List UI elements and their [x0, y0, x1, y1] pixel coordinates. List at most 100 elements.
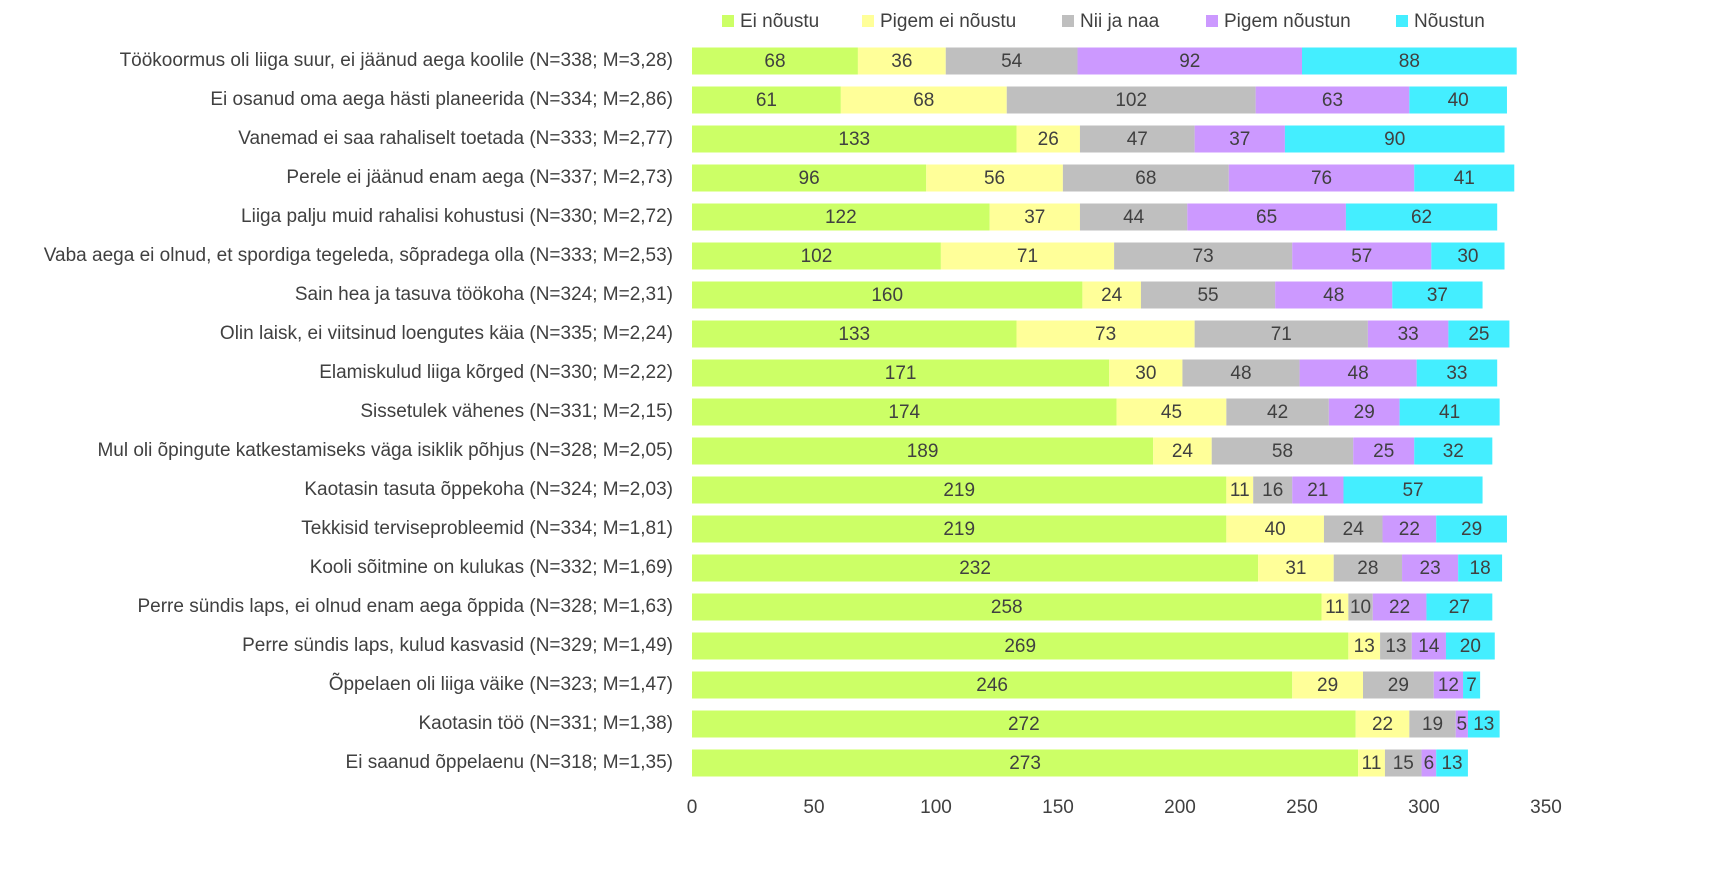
bar-segment: [1255, 86, 1410, 114]
bar-segment: [1467, 710, 1500, 738]
data-label: 29: [1317, 675, 1338, 696]
legend-label: Nii ja naa: [1080, 11, 1160, 32]
data-label: 73: [1193, 246, 1214, 267]
data-label: 57: [1351, 246, 1372, 267]
data-label: 24: [1172, 441, 1194, 462]
data-label: 30: [1135, 363, 1156, 384]
data-label: 14: [1418, 636, 1440, 657]
data-label: 71: [1017, 246, 1038, 267]
legend-label: Pigem ei nõustu: [880, 11, 1016, 32]
x-tick-label: 350: [1530, 797, 1562, 818]
category-label: Kooli sõitmine on kulukas (N=332; M=1,69…: [310, 557, 673, 578]
data-label: 160: [871, 285, 903, 306]
bar-segment: [1445, 632, 1495, 660]
bar-segment: [692, 242, 941, 270]
bar-segment: [1402, 554, 1459, 582]
data-label: 29: [1354, 402, 1375, 423]
bar-segment: [1153, 437, 1212, 465]
bar-segment: [1345, 203, 1498, 231]
data-label: 189: [907, 441, 939, 462]
bar-segment: [1194, 125, 1285, 153]
bar-segment: [1348, 593, 1373, 621]
bar-segment: [1436, 749, 1468, 777]
data-label: 174: [888, 402, 920, 423]
data-label: 48: [1348, 363, 1369, 384]
bar-segment: [1077, 47, 1302, 75]
data-label: 10: [1350, 597, 1371, 618]
bar-segment: [1372, 593, 1427, 621]
bar-segment: [1414, 164, 1515, 192]
bar-segment: [1228, 164, 1415, 192]
data-label: 13: [1385, 636, 1406, 657]
category-label: Mul oli õpingute katkestamiseks väga isi…: [97, 440, 673, 461]
bar-segment: [692, 125, 1017, 153]
bar-segment: [1409, 86, 1507, 114]
data-label: 31: [1285, 558, 1306, 579]
bar-segment: [1109, 359, 1183, 387]
category-label: Liiga palju muid rahalisi kohustusi (N=3…: [241, 206, 673, 227]
category-label: Ei saanud õppelaenu (N=318; M=1,35): [346, 752, 673, 773]
data-label: 40: [1448, 90, 1469, 111]
data-label: 171: [885, 363, 917, 384]
data-label: 33: [1398, 324, 1419, 345]
bar-segment: [1292, 242, 1432, 270]
data-label: 219: [943, 519, 975, 540]
data-label: 13: [1441, 753, 1462, 774]
bar-segment: [1016, 125, 1080, 153]
bar-segment: [1187, 203, 1346, 231]
category-label: Ei osanud oma aega hästi planeerida (N=3…: [210, 89, 673, 110]
data-label: 273: [1009, 753, 1041, 774]
category-label: Kaotasin tasuta õppekoha (N=324; M=2,03): [304, 479, 673, 500]
data-label: 133: [838, 129, 870, 150]
data-label: 56: [984, 168, 1005, 189]
bar-segment: [945, 47, 1078, 75]
data-label: 6: [1424, 753, 1435, 774]
bar-segment: [989, 203, 1080, 231]
data-label: 11: [1325, 597, 1345, 618]
x-tick-label: 300: [1408, 797, 1440, 818]
bar-segment: [1333, 554, 1403, 582]
bar-segment: [1323, 515, 1383, 543]
data-label: 88: [1399, 51, 1420, 72]
data-label: 269: [1004, 636, 1036, 657]
category-label: Elamiskulud liiga kõrged (N=330; M=2,22): [319, 362, 673, 383]
bar-segment: [1006, 86, 1256, 114]
legend-label: Nõustun: [1414, 11, 1485, 32]
bar-segment: [1253, 476, 1293, 504]
bar-segment: [1275, 281, 1393, 309]
data-label: 102: [1115, 90, 1147, 111]
bar-segment: [692, 593, 1322, 621]
bar-segment: [1367, 320, 1449, 348]
bar-segment: [1458, 554, 1503, 582]
x-tick-label: 200: [1164, 797, 1196, 818]
data-label: 68: [913, 90, 934, 111]
data-label: 41: [1439, 402, 1460, 423]
data-label: 11: [1362, 753, 1382, 774]
bar-segment: [1062, 164, 1229, 192]
bar-segment: [692, 710, 1356, 738]
bar-segment: [1226, 476, 1254, 504]
bar-segment: [1426, 593, 1493, 621]
data-label: 55: [1197, 285, 1218, 306]
data-label: 13: [1473, 714, 1494, 735]
bar-segment: [1299, 359, 1417, 387]
data-label: 30: [1457, 246, 1478, 267]
bar-segment: [1358, 749, 1385, 777]
bar-segment: [1082, 281, 1141, 309]
bar-segment: [840, 86, 1007, 114]
data-label: 61: [756, 90, 777, 111]
bar-segment: [1463, 671, 1481, 699]
data-label: 219: [943, 480, 975, 501]
bar-segment: [1292, 671, 1363, 699]
bar-segment: [1194, 320, 1368, 348]
bar-segment: [692, 359, 1110, 387]
x-tick-label: 50: [803, 797, 824, 818]
x-tick-label: 0: [687, 797, 698, 818]
category-label: Olin laisk, ei viitsinud loengutes käia …: [220, 323, 673, 344]
category-label: Perre sündis laps, ei olnud enam aega õp…: [137, 596, 673, 617]
data-label: 37: [1229, 129, 1250, 150]
category-label: Töökoormus oli liiga suur, ei jäänud aeg…: [120, 50, 673, 71]
bar-segment: [1140, 281, 1276, 309]
bar-segment: [692, 47, 858, 75]
x-tick-label: 150: [1042, 797, 1074, 818]
